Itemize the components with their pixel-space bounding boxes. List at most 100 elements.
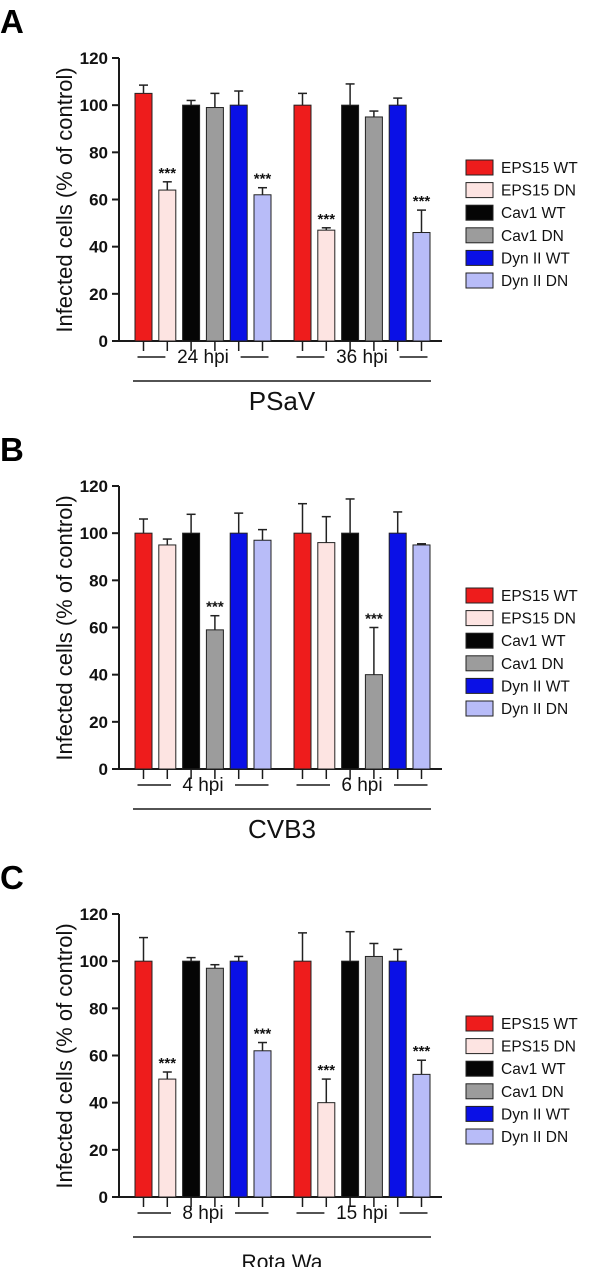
y-tick-label: 100 [80, 524, 108, 543]
group-label: 8 hpi [182, 1203, 223, 1224]
bar [158, 544, 177, 770]
bar [229, 532, 248, 770]
y-tick-label: 120 [80, 477, 108, 496]
legend-swatch [465, 182, 494, 199]
bar [317, 229, 336, 342]
significance-label: *** [365, 611, 383, 628]
legend-swatch [465, 587, 494, 604]
legend-swatch [465, 1038, 494, 1055]
legend-label: Dyn II DN [501, 1129, 568, 1146]
bar [341, 104, 360, 342]
y-tick-label: 60 [89, 619, 108, 638]
legend-label: EPS15 DN [501, 1039, 576, 1056]
legend-label: EPS15 DN [501, 183, 576, 200]
bar [253, 539, 272, 770]
y-tick-label: 120 [80, 905, 108, 924]
panel-label: A [0, 3, 24, 40]
significance-label: *** [159, 1055, 177, 1072]
group-label: 15 hpi [336, 1203, 388, 1224]
y-tick-label: 0 [99, 1188, 108, 1207]
chart-panel-b: B Infected cells (% of control) 0 20 40 60 80 1… [0, 431, 578, 844]
bar [134, 960, 153, 1198]
legend-label: Cav1 WT [501, 633, 566, 650]
bar [253, 194, 272, 342]
significance-label: *** [413, 1043, 431, 1060]
y-tick-label: 100 [80, 96, 108, 115]
bar [205, 967, 224, 1198]
significance-label: *** [206, 599, 224, 616]
y-tick-label: 60 [89, 1047, 108, 1066]
bar [364, 674, 383, 770]
legend-label: Cav1 DN [501, 1084, 564, 1101]
bar [412, 232, 431, 342]
bar [134, 532, 153, 770]
legend-swatch [465, 677, 494, 694]
bar [182, 104, 201, 342]
bar [364, 955, 383, 1198]
bar [412, 1073, 431, 1198]
significance-label: *** [254, 171, 272, 188]
y-axis-label: Infected cells (% of control) [52, 923, 77, 1188]
legend-label: EPS15 WT [501, 588, 578, 605]
panel-label: B [0, 431, 24, 468]
bar [205, 107, 224, 342]
legend-swatch [465, 1083, 494, 1100]
group-label: 6 hpi [341, 775, 382, 796]
bar [293, 960, 312, 1198]
bar [293, 532, 312, 770]
y-tick-label: 80 [89, 571, 108, 590]
bar [205, 629, 224, 770]
legend-swatch [465, 632, 494, 649]
legend-swatch [465, 655, 494, 672]
legend-swatch [465, 159, 494, 176]
legend-label: Cav1 WT [501, 205, 566, 222]
legend-label: Dyn II WT [501, 250, 570, 267]
bar [229, 104, 248, 342]
chart-title: Rota Wa [242, 1251, 323, 1267]
bar [293, 104, 312, 342]
legend-swatch [465, 1060, 494, 1077]
y-tick-label: 100 [80, 952, 108, 971]
bar [158, 1078, 177, 1198]
significance-label: *** [159, 165, 177, 182]
significance-label: *** [318, 211, 336, 228]
y-tick-label: 20 [89, 285, 108, 304]
y-axis-label: Infected cells (% of control) [52, 67, 77, 332]
legend-label: EPS15 DN [501, 611, 576, 628]
bar [158, 189, 177, 342]
bar [388, 532, 407, 770]
bar [253, 1050, 272, 1198]
legend-swatch [465, 1105, 494, 1122]
y-tick-label: 20 [89, 713, 108, 732]
legend-label: Dyn II DN [501, 273, 568, 290]
significance-label: *** [318, 1062, 336, 1079]
bar [341, 960, 360, 1198]
legend-swatch [465, 249, 494, 266]
bar [388, 960, 407, 1198]
legend-label: Dyn II DN [501, 701, 568, 718]
y-tick-label: 80 [89, 999, 108, 1018]
bar [182, 532, 201, 770]
legend-swatch [465, 272, 494, 289]
y-tick-label: 40 [89, 1094, 108, 1113]
significance-label: *** [413, 193, 431, 210]
legend-swatch [465, 1015, 494, 1032]
chart-panel-a: A Infected cells (% of control) 0 20 40 60 80 1… [0, 3, 578, 416]
legend-swatch [465, 700, 494, 717]
legend-label: Dyn II WT [501, 678, 570, 695]
legend-label: EPS15 WT [501, 160, 578, 177]
bar [134, 92, 153, 342]
bar [317, 1102, 336, 1198]
chart-title: CVB3 [248, 814, 316, 844]
legend-swatch [465, 610, 494, 627]
bar [412, 544, 431, 770]
y-tick-label: 80 [89, 143, 108, 162]
bar [364, 116, 383, 342]
bar [341, 532, 360, 770]
legend-label: EPS15 WT [501, 1016, 578, 1033]
bar [182, 960, 201, 1198]
y-tick-label: 0 [99, 760, 108, 779]
group-label: 4 hpi [182, 775, 223, 796]
group-label: 36 hpi [336, 347, 388, 368]
